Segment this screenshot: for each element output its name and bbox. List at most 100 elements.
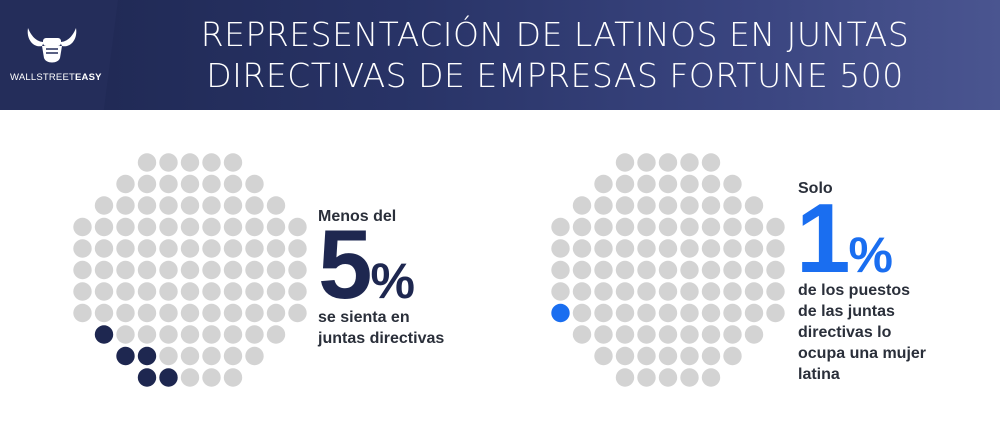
person-dot-icon	[223, 196, 243, 215]
person-dot-icon	[180, 346, 200, 366]
person-dot-icon	[615, 239, 635, 258]
person-dot-icon	[137, 153, 157, 172]
person-dot-icon	[701, 239, 721, 258]
person-dot-icon	[180, 239, 200, 258]
person-dot-icon	[202, 346, 221, 366]
person-dot-icon	[245, 282, 264, 301]
person-dot-icon	[223, 260, 243, 280]
person-dot-icon	[723, 196, 742, 215]
person-dot-icon	[658, 346, 678, 366]
person-dot-icon	[594, 325, 613, 344]
person-dot-icon	[202, 239, 221, 258]
person-dot-icon	[137, 196, 157, 215]
person-dot-icon	[723, 260, 742, 280]
left-stat-prefix: Menos del	[318, 208, 397, 225]
person-dot-icon	[202, 282, 221, 301]
person-dot-icon	[73, 282, 92, 301]
title-line-2: DIRECTIVAS DE EMPRESAS FORTUNE 500	[206, 56, 904, 95]
person-dot-icon	[680, 325, 699, 344]
person-dot-icon	[658, 239, 678, 258]
person-dot-icon	[245, 325, 264, 344]
person-dot-icon	[615, 174, 635, 194]
right-stat-suffix-5: latina	[798, 366, 840, 383]
person-dot-icon	[245, 196, 264, 215]
person-dot-icon	[551, 217, 570, 237]
person-dot-icon	[615, 368, 635, 387]
person-dot-icon	[615, 196, 635, 215]
person-dot-icon	[266, 325, 286, 344]
logo-panel: WALLSTREETEASY	[0, 0, 118, 110]
person-dot-icon	[223, 153, 243, 172]
person-dot-icon	[551, 282, 570, 301]
person-dot-icon	[116, 217, 135, 237]
person-dot-icon	[637, 368, 656, 387]
person-dot-icon	[615, 282, 635, 301]
person-dot-icon	[116, 260, 135, 280]
person-dot-icon	[266, 217, 286, 237]
person-dot-icon	[594, 239, 613, 258]
person-dot-icon	[766, 260, 785, 280]
person-dot-icon	[658, 282, 678, 301]
page-title: REPRESENTACIÓN DE LATINOS EN JUNTAS DIRE…	[130, 14, 980, 96]
person-dot-icon	[572, 196, 592, 215]
person-dot-icon	[266, 239, 286, 258]
person-dot-icon	[180, 153, 200, 172]
person-dot-icon	[594, 346, 613, 366]
person-dot-icon	[637, 217, 656, 237]
person-dot-icon	[680, 217, 699, 237]
person-dot-icon	[637, 174, 656, 194]
left-dot-circle	[73, 153, 307, 387]
highlighted-person-dot-icon	[94, 325, 114, 344]
person-dot-icon	[159, 153, 178, 172]
person-dot-icon	[159, 196, 178, 215]
left-stat-number: 5%	[318, 215, 415, 336]
person-dot-icon	[594, 303, 613, 323]
highlighted-person-dot-icon	[551, 303, 570, 323]
person-dot-icon	[658, 303, 678, 323]
person-dot-icon	[266, 260, 286, 280]
person-dot-icon	[137, 174, 157, 194]
person-dot-icon	[180, 282, 200, 301]
title-line-1: REPRESENTACIÓN DE LATINOS EN JUNTAS	[200, 15, 910, 54]
person-dot-icon	[223, 217, 243, 237]
person-dot-icon	[637, 325, 656, 344]
person-dot-icon	[180, 174, 200, 194]
person-dot-icon	[744, 196, 764, 215]
person-dot-icon	[116, 325, 135, 344]
person-dot-icon	[137, 325, 157, 344]
highlighted-person-dot-icon	[137, 346, 157, 366]
right-stat-prefix: Solo	[798, 180, 833, 197]
logo-wordmark: WALLSTREETEASY	[10, 72, 102, 83]
person-dot-icon	[701, 153, 721, 172]
person-dot-icon	[551, 260, 570, 280]
person-dot-icon	[701, 325, 721, 344]
person-dot-icon	[637, 346, 656, 366]
person-dot-icon	[288, 217, 307, 237]
person-dot-icon	[701, 174, 721, 194]
person-dot-icon	[137, 260, 157, 280]
person-dot-icon	[266, 282, 286, 301]
person-dot-icon	[701, 303, 721, 323]
bull-horns-fist-icon	[27, 28, 77, 63]
person-dot-icon	[288, 282, 307, 301]
person-dot-icon	[202, 260, 221, 280]
person-dot-icon	[680, 282, 699, 301]
person-dot-icon	[223, 346, 243, 366]
person-dot-icon	[701, 368, 721, 387]
person-dot-icon	[94, 217, 114, 237]
person-dot-icon	[223, 303, 243, 323]
person-dot-icon	[658, 368, 678, 387]
person-dot-icon	[94, 282, 114, 301]
person-dot-icon	[680, 303, 699, 323]
person-dot-icon	[701, 217, 721, 237]
person-dot-icon	[615, 217, 635, 237]
person-dot-icon	[637, 153, 656, 172]
person-dot-icon	[594, 217, 613, 237]
person-dot-icon	[572, 303, 592, 323]
person-dot-icon	[594, 196, 613, 215]
person-dot-icon	[615, 260, 635, 280]
person-dot-icon	[159, 239, 178, 258]
person-dot-icon	[658, 196, 678, 215]
person-dot-icon	[73, 239, 92, 258]
